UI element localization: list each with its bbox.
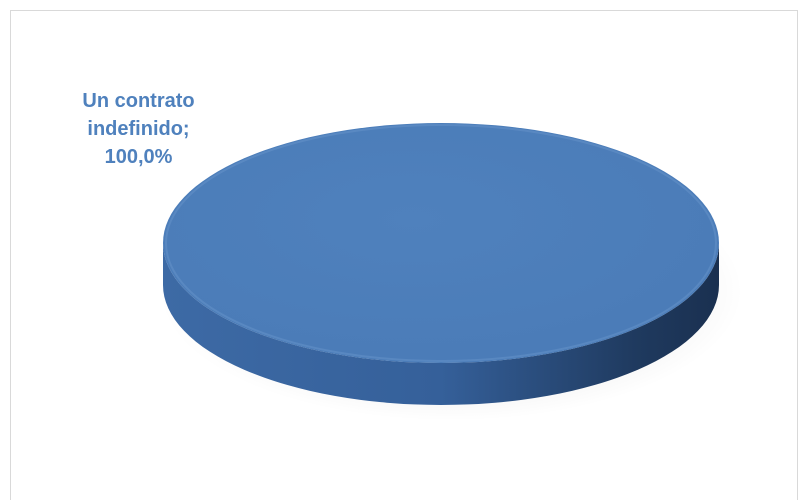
pie-slice-bevel <box>165 124 717 362</box>
data-label-line-2: indefinido; <box>87 118 190 140</box>
slice-data-label: Un contrato indefinido; 100,0% <box>66 87 211 171</box>
chart-frame: Un contrato indefinido; 100,0% <box>10 10 798 500</box>
pie-chart <box>159 123 743 421</box>
pie-slice-top <box>163 123 719 363</box>
data-label-line-1: Un contrato <box>82 90 195 112</box>
pie-slice <box>163 123 719 405</box>
pie-slice-side <box>163 243 719 405</box>
data-label-line-3: 100,0% <box>104 146 173 168</box>
